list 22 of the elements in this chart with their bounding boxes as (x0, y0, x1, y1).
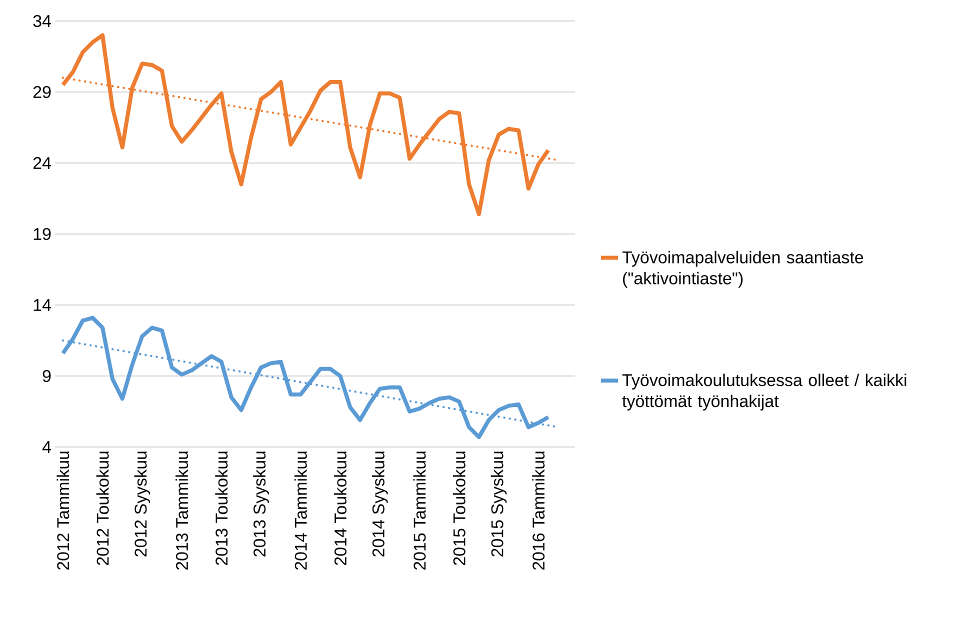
legend-label: Työvoimakoulutuksessa olleet / kaikki työttömät työnhakijat (622, 374, 906, 411)
x-tick-label: 2013 Toukokuu (215, 452, 228, 565)
x-tick-label: 2013 Tammikuu (176, 452, 188, 570)
x-tick-label: 2013 Syyskuu (253, 452, 269, 556)
y-tick-label: 9 (42, 370, 51, 382)
y-tick-label: 29 (33, 86, 51, 98)
x-tick-label: 2014 Toukokuu (334, 452, 347, 565)
y-tick-label: 34 (33, 14, 51, 28)
x-tick-label: 2016 Tammikuu (532, 452, 545, 570)
x-tick-label: 2014 Tammikuu (294, 452, 307, 570)
y-tick-label: 14 (34, 299, 51, 311)
x-tick-label: 2015 Tammikuu (413, 452, 426, 570)
x-tick-label: 2012 Syyskuu (134, 452, 150, 556)
y-tick-label: 4 (42, 441, 51, 453)
x-tick-label: 2012 Tammikuu (56, 452, 70, 570)
x-tick-label: 2012 Toukokuu (96, 452, 109, 565)
y-tick-label: 24 (33, 157, 51, 169)
x-tick-label: 2015 Syyskuu (490, 452, 507, 556)
y-tick-label: 19 (34, 228, 51, 240)
legend-label: Työvoimapalveluiden saantiaste ("aktivointiaste") (622, 250, 864, 288)
x-tick-label: 2014 Syyskuu (372, 452, 388, 556)
x-tick-label: 2015 Toukokuu (452, 452, 466, 565)
